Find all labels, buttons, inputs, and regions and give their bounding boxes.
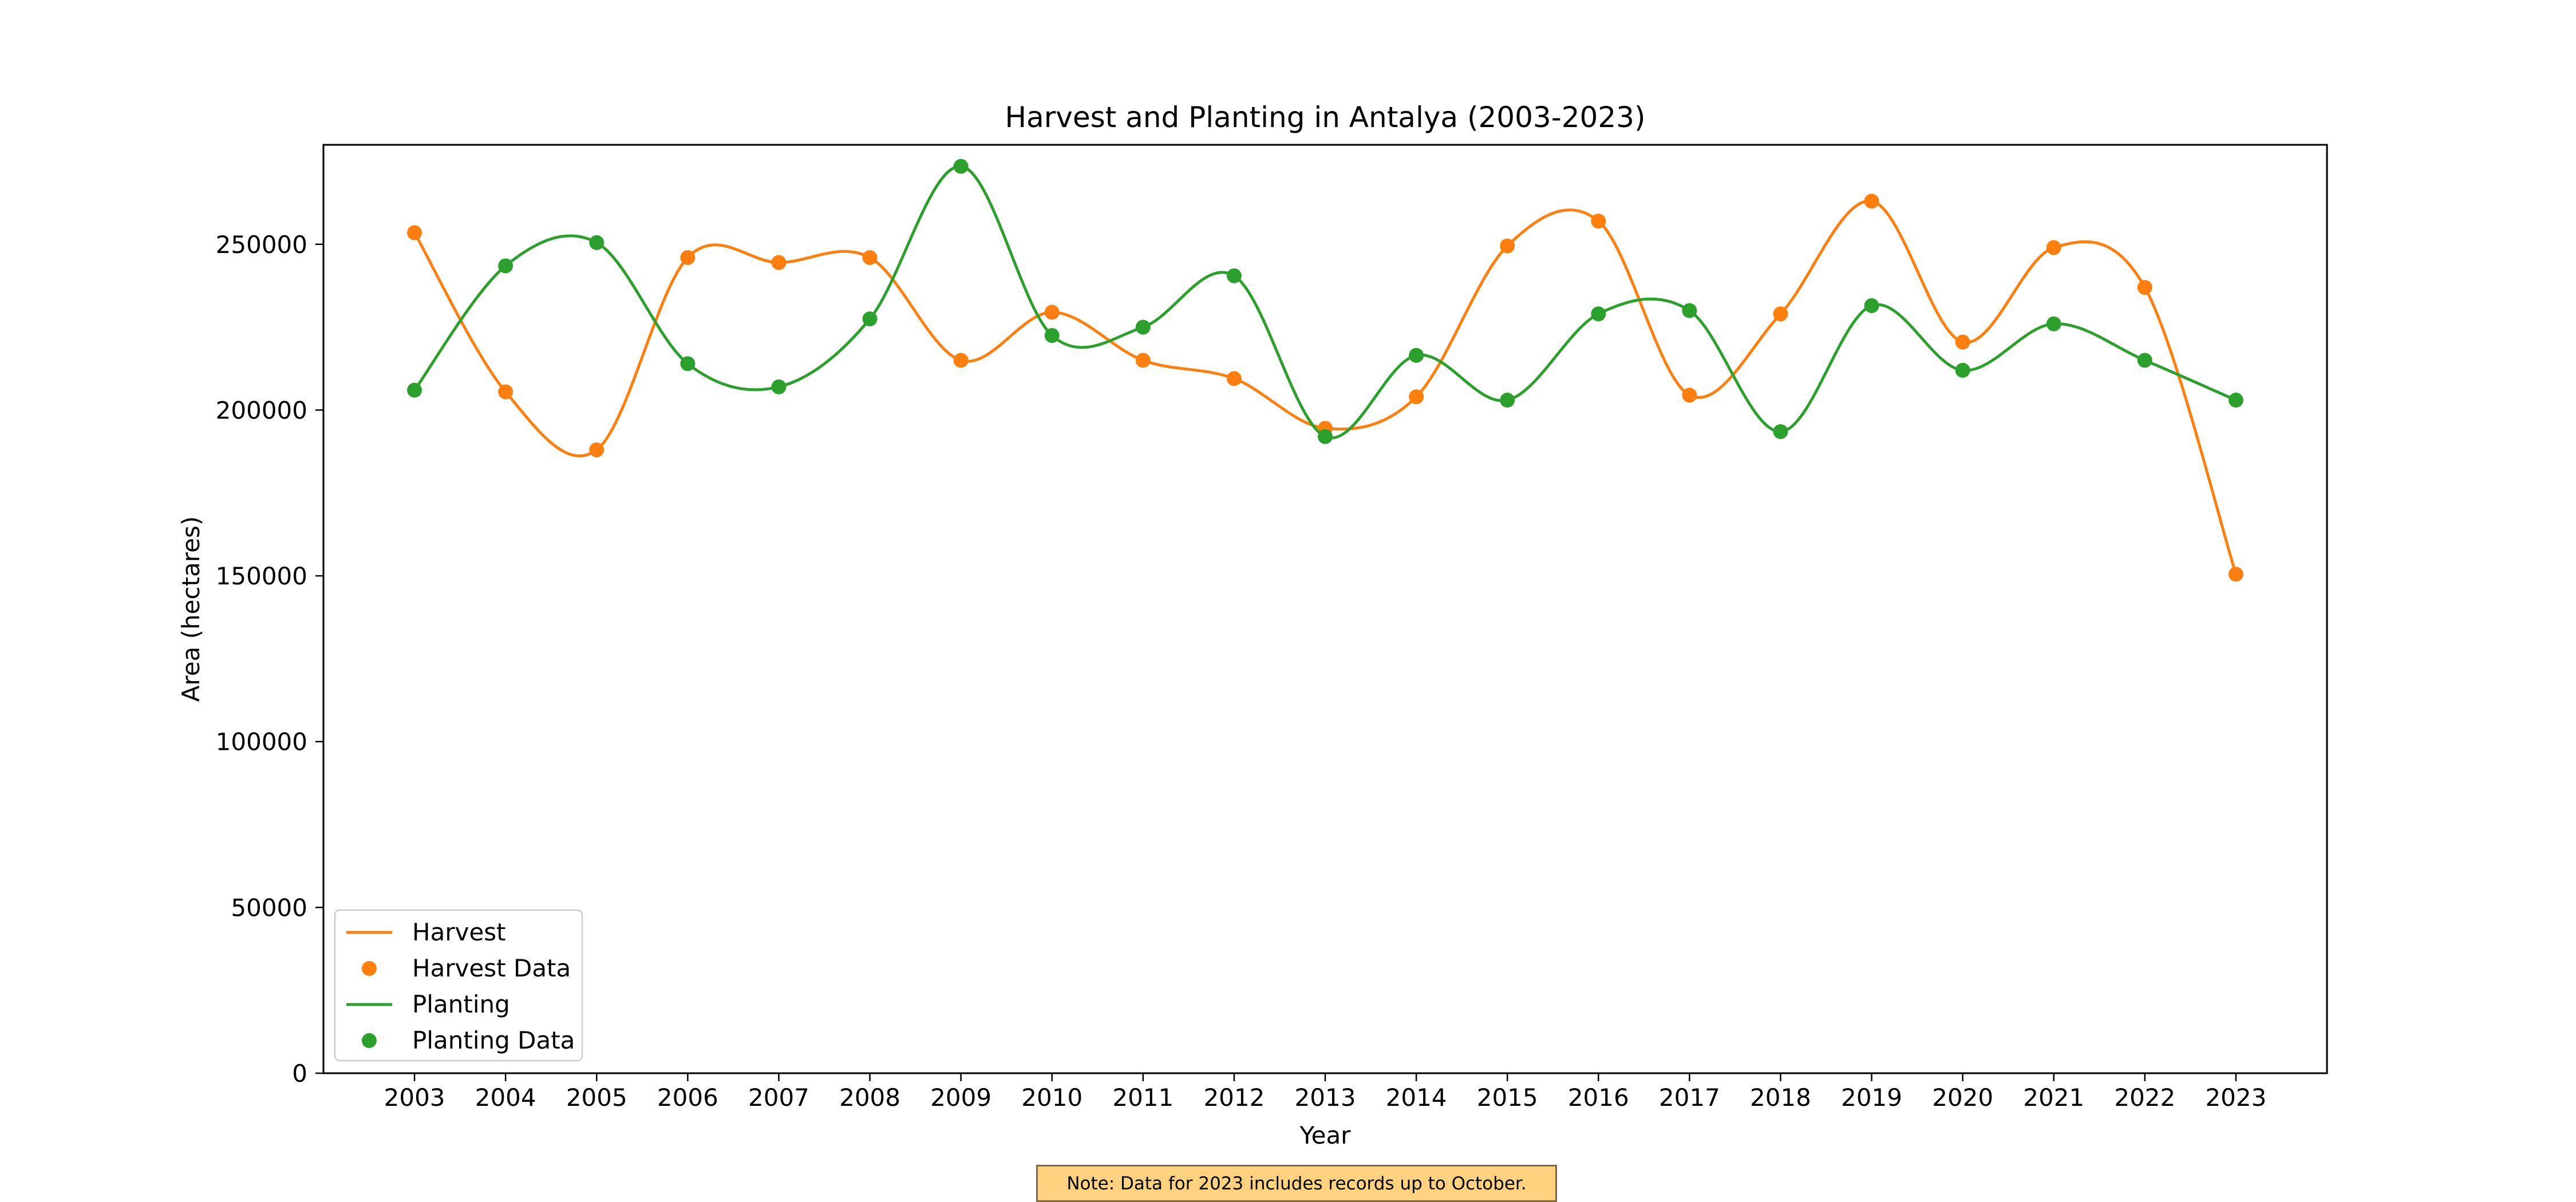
- harvest-data-point: [1864, 193, 1879, 209]
- x-tick-label: 2011: [1112, 1084, 1174, 1112]
- footnote-box: Note: Data for 2023 includes records up …: [1036, 1165, 1557, 1202]
- harvest-data-point: [1773, 306, 1788, 322]
- x-tick-label: 2009: [930, 1084, 991, 1112]
- harvest-data-point: [589, 442, 605, 457]
- planting-data-point: [1682, 303, 1697, 318]
- chart-title: Harvest and Planting in Antalya (2003-20…: [1005, 101, 1645, 134]
- x-tick-label: 2014: [1386, 1084, 1447, 1112]
- legend-box: [334, 909, 583, 1062]
- x-tick-label: 2020: [1932, 1084, 1993, 1112]
- footnote-text: Note: Data for 2023 includes records up …: [1066, 1173, 1527, 1194]
- x-tick-label: 2006: [657, 1084, 718, 1112]
- harvest-data-point: [1135, 353, 1151, 368]
- planting-data-point: [1044, 328, 1060, 343]
- x-tick-label: 2012: [1203, 1084, 1265, 1112]
- planting-data-point: [1773, 424, 1788, 440]
- y-tick-label: 50000: [231, 893, 307, 922]
- planting-data-point: [498, 258, 513, 274]
- planting-data-point: [1955, 362, 1970, 378]
- plot-frame: [322, 144, 2328, 1074]
- harvest-data-point: [1955, 334, 1970, 350]
- legend-label: Harvest Data: [412, 954, 571, 982]
- harvest-data-point: [2228, 567, 2243, 582]
- harvest-data-point: [862, 250, 878, 265]
- x-tick-label: 2023: [2205, 1084, 2266, 1112]
- y-tick-label: 100000: [216, 728, 307, 756]
- x-tick-label: 2016: [1568, 1084, 1629, 1112]
- harvest-data-point: [1409, 389, 1424, 405]
- planting-data-point: [953, 159, 969, 174]
- planting-data-point: [771, 379, 787, 394]
- x-tick-label: 2019: [1841, 1084, 1902, 1112]
- x-tick-label: 2003: [384, 1084, 445, 1112]
- x-tick-label: 2015: [1477, 1084, 1538, 1112]
- legend-label: Harvest: [412, 918, 506, 946]
- y-tick-label: 250000: [216, 231, 307, 259]
- legend-label: Planting Data: [412, 1026, 575, 1054]
- x-tick-label: 2021: [2023, 1084, 2084, 1112]
- x-axis-label: Year: [1299, 1121, 1352, 1149]
- planting-data-point: [1135, 319, 1151, 335]
- planting-line: [413, 165, 2237, 440]
- legend-marker-swatch: [362, 961, 377, 976]
- harvest-data-point: [2046, 240, 2061, 255]
- legend-label: Planting: [412, 990, 510, 1018]
- y-tick-label: 200000: [216, 396, 307, 424]
- x-tick-label: 2018: [1750, 1084, 1811, 1112]
- x-tick-label: 2017: [1659, 1084, 1720, 1112]
- x-tick-label: 2007: [748, 1084, 809, 1112]
- x-tick-label: 2005: [566, 1084, 627, 1112]
- y-tick-label: 150000: [216, 562, 307, 590]
- planting-data-point: [862, 311, 878, 327]
- harvest-data-point: [1591, 213, 1606, 229]
- planting-data-point: [2046, 316, 2061, 331]
- planting-data-point: [2228, 393, 2243, 408]
- harvest-data-point: [1044, 305, 1060, 320]
- harvest-data-point: [2137, 280, 2152, 295]
- planting-data-point: [1864, 298, 1879, 313]
- harvest-data-point: [953, 353, 969, 368]
- harvest-data-point: [498, 384, 513, 400]
- planting-data-point: [1591, 306, 1606, 322]
- legend-marker-swatch: [362, 1033, 377, 1048]
- harvest-data-point: [1500, 238, 1515, 254]
- x-tick-label: 2013: [1295, 1084, 1356, 1112]
- planting-data-point: [407, 382, 422, 398]
- y-axis-label: Area (hectares): [177, 516, 205, 702]
- x-tick-label: 2010: [1021, 1084, 1082, 1112]
- planting-data-point: [589, 235, 605, 250]
- x-tick-label: 2022: [2114, 1084, 2175, 1112]
- x-tick-label: 2004: [475, 1084, 536, 1112]
- harvest-data-point: [407, 225, 422, 240]
- planting-data-point: [1500, 393, 1515, 408]
- planting-data-point: [1409, 347, 1424, 363]
- harvest-data-point: [680, 250, 696, 265]
- y-tick-label: 0: [292, 1059, 307, 1088]
- planting-data-point: [680, 356, 696, 371]
- harvest-data-point: [1226, 371, 1242, 386]
- planting-data-point: [1226, 268, 1242, 283]
- harvest-data-point: [771, 255, 787, 270]
- planting-data-point: [2137, 353, 2152, 368]
- planting-data-point: [1318, 429, 1333, 444]
- x-tick-label: 2008: [839, 1084, 900, 1112]
- harvest-data-point: [1682, 388, 1697, 403]
